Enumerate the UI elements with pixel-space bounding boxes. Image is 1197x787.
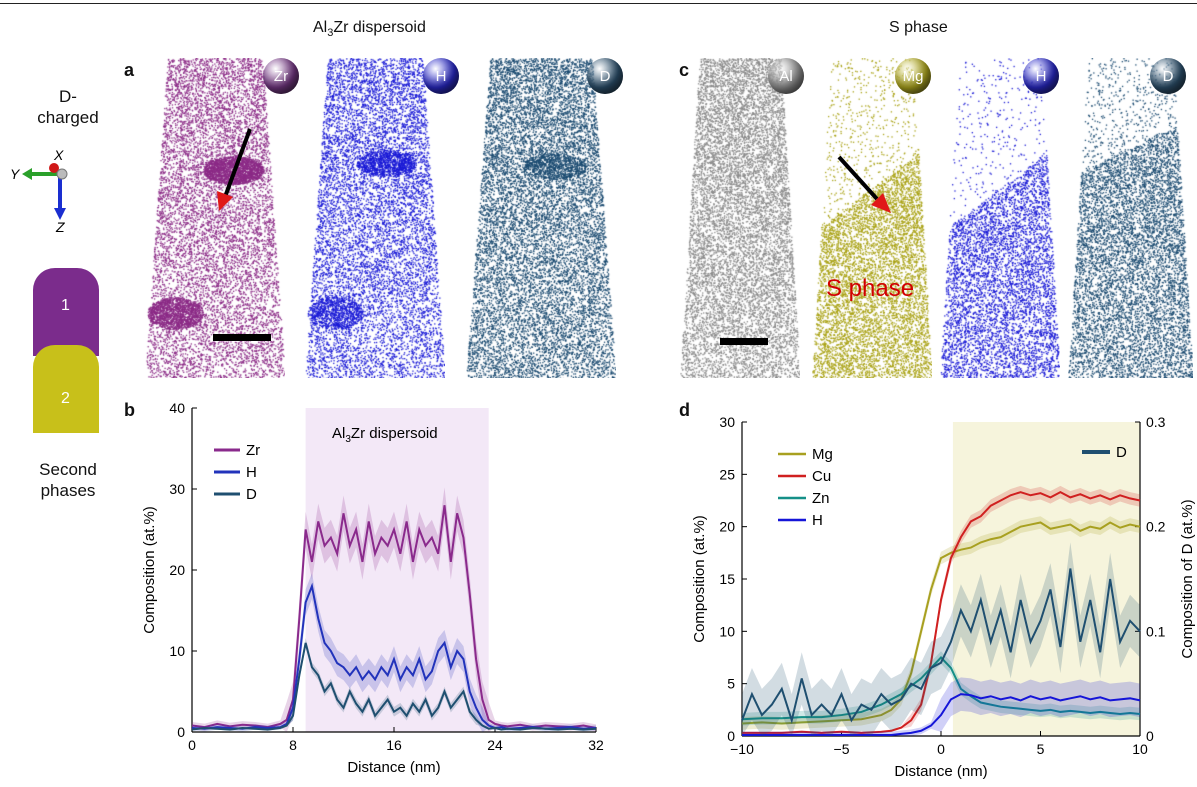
legend-label-mg: Mg — [812, 446, 833, 463]
second-phases-label: Second phases — [39, 460, 97, 500]
series-band-h — [742, 677, 1140, 736]
series-band-zn — [742, 651, 1140, 726]
tip-shape-1 — [33, 268, 99, 356]
composition-chart-d: −10 −5 0 5 1005101520253000.10.20.3Distance … — [691, 414, 1196, 780]
y-tick-label: 10 — [719, 623, 735, 639]
x-tick-label: 16 — [386, 737, 402, 753]
apt-reconstruction-zr — [145, 58, 285, 378]
arrow-icon-s-phase — [837, 155, 891, 213]
axis-y-label: Y — [10, 166, 21, 182]
x-axis-label: Distance (nm) — [894, 763, 987, 780]
y-tick-label: 15 — [719, 571, 735, 587]
legend-label-zn: Zn — [812, 490, 830, 507]
x-tick-label: −10 — [730, 741, 754, 757]
element-badge-h-c: H — [1023, 58, 1059, 94]
x-tick-label: −5 — [834, 741, 850, 757]
y-tick-label: 0 — [727, 728, 735, 744]
shaded-region — [952, 422, 1140, 736]
x-tick-label: 0 — [188, 737, 196, 753]
y-tick-label: 30 — [719, 414, 735, 430]
y-axis-label: Composition (at.%) — [691, 515, 708, 643]
apt-reconstruction-h-a — [305, 58, 445, 378]
x-tick-label: 8 — [289, 737, 297, 753]
y-axis-label: Composition (at.%) — [141, 506, 158, 634]
tip-shape-2 — [33, 345, 99, 433]
axis-x-label: X — [53, 147, 64, 163]
series-band-h — [192, 573, 596, 732]
scale-bar-c — [720, 338, 768, 345]
x-tick-label: 10 — [1132, 741, 1148, 757]
x-tick-label: 32 — [588, 737, 604, 753]
y-tick-label-right: 0.3 — [1146, 414, 1166, 430]
s-phase-label: S phase — [826, 275, 915, 302]
legend-label-zr: Zr — [246, 442, 260, 459]
series-line-zr — [191, 505, 597, 729]
series-line-h — [191, 582, 597, 730]
x-tick-label: 5 — [1037, 741, 1045, 757]
x-tick-label: 24 — [487, 737, 503, 753]
series-line-cu — [742, 490, 1141, 734]
y-tick-label: 20 — [719, 519, 735, 535]
series-line-d — [191, 642, 597, 731]
legend-label-h: H — [812, 512, 823, 529]
y-tick-label: 0 — [177, 724, 185, 740]
left-section-title: Al3Zr dispersoid — [313, 19, 426, 40]
legend-label-d-right: D — [1116, 444, 1127, 461]
apt-reconstruction-d-c — [1068, 58, 1193, 378]
top-rule — [0, 3, 1197, 4]
apt-reconstruction-mg — [812, 58, 932, 378]
y-tick-label: 30 — [169, 481, 185, 497]
x-axis-label: Distance (nm) — [347, 759, 440, 776]
composition-chart-b: 0 8 16 24 32 0 10 20 30 40 Distance (nm) Compositio… — [141, 400, 604, 776]
arrow-icon-dispersoid — [217, 128, 252, 211]
x-tick-label: 0 — [937, 741, 945, 757]
scale-bar-a — [213, 334, 271, 341]
panel-label-a: a — [124, 60, 135, 80]
axis-triad-icon: X Y Z — [10, 147, 68, 234]
y-tick-label-right: 0.2 — [1146, 519, 1166, 535]
panel-label-b: b — [124, 400, 135, 420]
y-tick-label-right: 0.1 — [1146, 623, 1166, 639]
y-tick-label-right: 0 — [1146, 728, 1154, 744]
element-badge-d-a: D — [587, 58, 623, 94]
series-line-zn — [741, 656, 1141, 721]
y-tick-label: 5 — [727, 676, 735, 692]
panel-label-d: d — [679, 400, 690, 420]
chart-b-annotation: Al3Zr dispersoid — [332, 425, 438, 445]
shaded-region — [305, 408, 489, 732]
apt-reconstruction-d-a — [466, 58, 616, 378]
series-band-d — [742, 542, 1140, 736]
legend-label-d: D — [246, 486, 257, 503]
series-line-d — [741, 568, 1141, 725]
legend-label-cu: Cu — [812, 468, 831, 485]
y-tick-label: 10 — [169, 643, 185, 659]
series-line-h — [742, 693, 1141, 736]
apt-reconstruction-h-c — [940, 58, 1060, 378]
axis-z-label: Z — [55, 219, 65, 234]
element-badge-al: Al — [768, 58, 804, 94]
tip-label-1: 1 — [61, 297, 70, 314]
y-axis-label-right: Composition of D (at.%) — [1179, 499, 1196, 658]
series-band-zr — [192, 487, 596, 732]
d-charged-label: D- charged — [37, 87, 99, 127]
y-tick-label: 20 — [169, 562, 185, 578]
tip-label-2: 2 — [61, 390, 70, 407]
element-badge-zr: Zr — [263, 58, 299, 94]
right-section-title: S phase — [889, 19, 948, 36]
element-badge-mg: Mg — [895, 58, 931, 94]
element-badge-h-a: H — [423, 58, 459, 94]
y-tick-label: 40 — [169, 400, 185, 416]
element-badge-d-c: D — [1150, 58, 1186, 94]
y-tick-label: 25 — [719, 466, 735, 482]
apt-reconstruction-al — [680, 58, 800, 378]
legend-label-h: H — [246, 464, 257, 481]
